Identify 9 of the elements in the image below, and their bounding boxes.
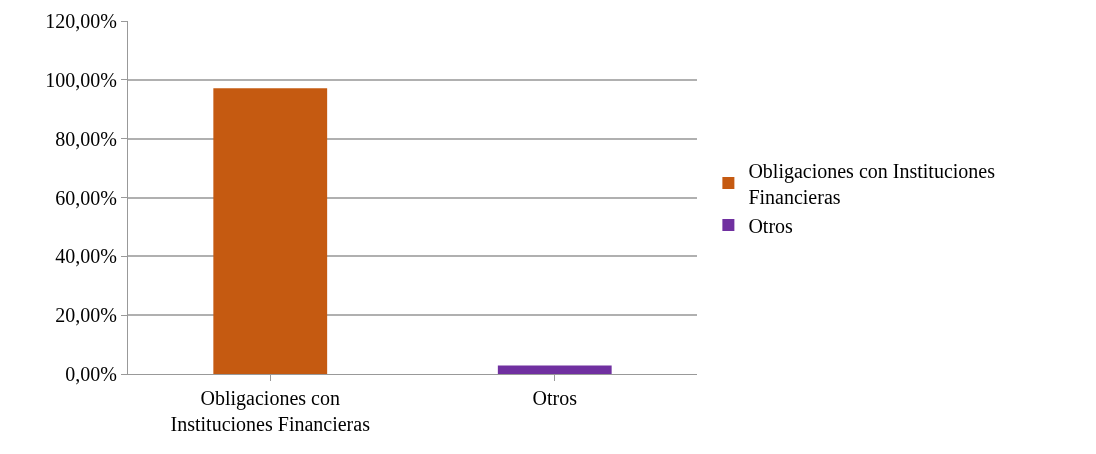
y-tick-label: 120,00%: [45, 10, 117, 32]
y-tick-label: 20,00%: [55, 304, 117, 327]
y-tick-label: 40,00%: [55, 245, 117, 268]
y-tick-label: 100,00%: [45, 68, 117, 91]
y-tick-label: 0,00%: [65, 363, 117, 385]
legend-label: Otros: [748, 214, 794, 237]
y-tick-label: 60,00%: [55, 186, 117, 209]
legend-label: Obligaciones con Instituciones Financieras: [748, 159, 996, 208]
y-tick-label: 80,00%: [55, 127, 117, 150]
